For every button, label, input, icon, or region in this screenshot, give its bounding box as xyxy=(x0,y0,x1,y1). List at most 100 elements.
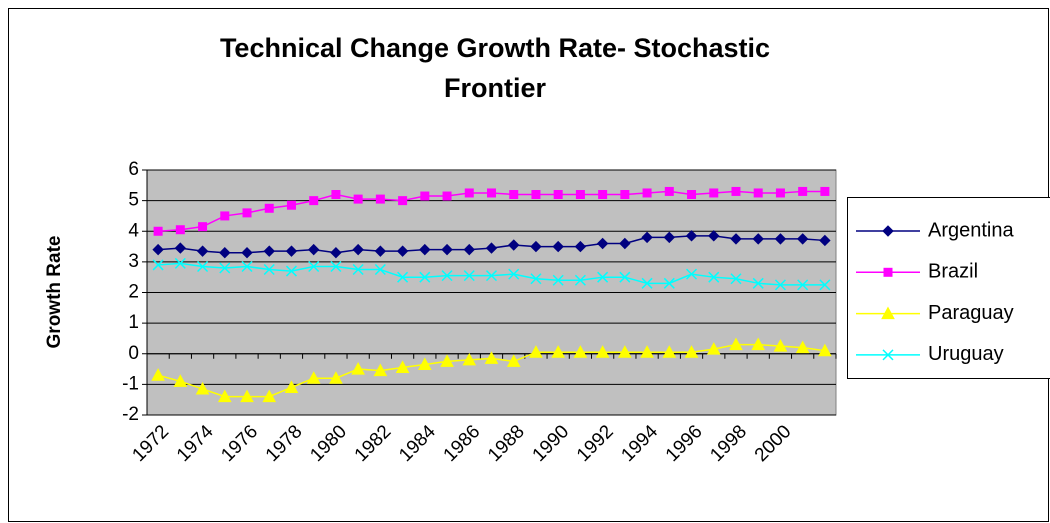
marker xyxy=(709,188,719,198)
marker xyxy=(731,186,741,196)
marker xyxy=(775,188,785,198)
marker xyxy=(309,196,319,206)
marker xyxy=(530,273,542,285)
marker xyxy=(352,264,364,276)
marker xyxy=(397,271,409,283)
marker xyxy=(882,349,894,361)
chart-title: Frontier xyxy=(444,73,546,103)
marker xyxy=(174,257,186,269)
marker xyxy=(687,190,697,199)
marker xyxy=(597,271,609,283)
marker xyxy=(686,268,698,280)
marker xyxy=(330,260,342,272)
marker xyxy=(574,240,587,253)
marker xyxy=(795,340,810,354)
legend-label: Uruguay xyxy=(928,343,1004,365)
marker xyxy=(706,342,721,355)
marker xyxy=(484,351,499,364)
marker xyxy=(419,243,431,256)
marker xyxy=(420,191,430,201)
marker xyxy=(820,186,830,196)
marker xyxy=(797,279,809,291)
marker xyxy=(552,274,564,286)
marker xyxy=(508,239,520,251)
marker xyxy=(551,345,566,358)
marker xyxy=(152,259,164,271)
y-tick-label: 1 xyxy=(128,312,139,333)
marker xyxy=(664,186,674,196)
marker xyxy=(796,233,809,245)
marker xyxy=(729,337,743,351)
marker xyxy=(596,237,609,250)
y-tick-label: 2 xyxy=(128,282,139,303)
marker xyxy=(882,225,894,237)
marker xyxy=(464,188,474,198)
marker xyxy=(195,381,210,395)
marker xyxy=(708,230,720,242)
marker xyxy=(307,243,320,256)
marker xyxy=(508,268,520,280)
marker xyxy=(663,231,676,244)
marker xyxy=(153,226,163,236)
marker xyxy=(774,279,786,291)
marker xyxy=(285,245,298,257)
marker xyxy=(752,277,764,289)
marker xyxy=(752,233,764,245)
y-tick-label: 0 xyxy=(128,343,139,364)
y-tick-label: 5 xyxy=(128,190,139,211)
marker xyxy=(485,242,498,254)
marker xyxy=(219,246,231,259)
marker xyxy=(395,360,410,374)
marker xyxy=(398,196,408,206)
marker xyxy=(553,190,563,199)
marker xyxy=(531,190,541,199)
legend-label: Paraguay xyxy=(928,302,1014,324)
marker xyxy=(264,203,274,213)
marker xyxy=(306,371,321,384)
marker xyxy=(330,246,342,259)
marker xyxy=(417,357,432,370)
marker xyxy=(641,277,653,289)
marker xyxy=(574,274,586,286)
marker xyxy=(263,264,275,276)
marker xyxy=(573,345,588,358)
y-axis-label: Growth Rate xyxy=(44,236,65,349)
marker xyxy=(284,380,299,393)
marker xyxy=(506,354,521,367)
marker xyxy=(217,389,232,403)
marker xyxy=(374,264,386,276)
marker xyxy=(375,194,385,204)
marker xyxy=(353,194,363,204)
marker xyxy=(642,188,652,198)
marker xyxy=(485,270,498,282)
marker xyxy=(798,186,808,196)
marker xyxy=(598,190,608,199)
y-tick-label: 3 xyxy=(128,251,139,272)
marker xyxy=(198,222,208,232)
legend-label: Argentina xyxy=(928,219,1014,241)
marker xyxy=(242,208,252,218)
marker xyxy=(819,279,831,291)
legend-label: Brazil xyxy=(928,261,978,283)
marker xyxy=(240,389,254,403)
marker xyxy=(419,271,431,283)
marker xyxy=(308,260,320,272)
marker xyxy=(883,267,893,277)
marker xyxy=(595,345,610,358)
marker xyxy=(219,262,231,274)
marker xyxy=(487,188,496,198)
marker xyxy=(175,225,185,235)
marker xyxy=(174,242,187,254)
marker xyxy=(241,246,253,259)
marker xyxy=(442,191,452,201)
marker xyxy=(730,233,742,245)
marker xyxy=(441,243,453,256)
marker xyxy=(463,243,475,256)
marker xyxy=(263,245,275,257)
marker xyxy=(196,245,209,257)
marker xyxy=(262,389,277,403)
y-tick-label: -2 xyxy=(122,404,139,425)
marker xyxy=(463,270,475,282)
